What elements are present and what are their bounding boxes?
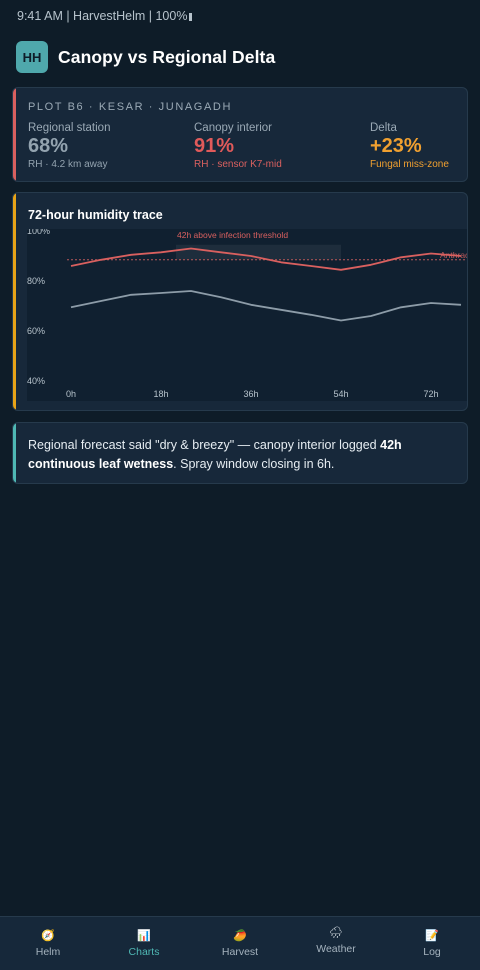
app-logo: HH (16, 41, 48, 73)
tab-helm[interactable]: 🧭 Helm (0, 917, 96, 970)
regional-sub: RH · 4.2 km away (28, 159, 108, 170)
regional-stat: Regional station 68% RH · 4.2 km away (28, 122, 110, 170)
x-tick-label: 36h (243, 389, 258, 399)
forecast-note-card: Regional forecast said "dry & breezy" — … (12, 422, 468, 484)
delta-label: Delta (370, 122, 397, 134)
canopy-stat: Canopy interior 91% RH · sensor K7-mid (194, 122, 282, 170)
tab-label: Charts (128, 945, 160, 958)
tab-charts[interactable]: 📊 Charts (96, 917, 192, 970)
threshold-highlight-band (176, 244, 341, 260)
canopy-sub: RH · sensor K7-mid (194, 159, 282, 170)
x-tick-label: 72h (423, 389, 438, 399)
y-tick-label: 80% (27, 276, 45, 286)
canopy-value: 91% (194, 135, 235, 157)
compass-icon: 🧭 (41, 929, 55, 942)
tab-label: Helm (35, 945, 61, 958)
y-tick-label: 40% (27, 376, 45, 386)
status-bar: 9:41 AM | HarvestHelm | 100% (17, 9, 193, 23)
plot-label: PLOT B6 · KESAR · JUNAGADH (28, 101, 232, 113)
highlight-annotation: 42h above infection threshold (177, 230, 288, 240)
delta-value: +23% (370, 135, 422, 157)
comparison-card: PLOT B6 · KESAR · JUNAGADH Regional stat… (12, 87, 468, 182)
rain-cloud-icon: 🌧 (329, 927, 343, 939)
delta-sub: Fungal miss-zone (370, 159, 449, 170)
page-title: Canopy vs Regional Delta (58, 46, 276, 67)
note-text-1: Regional forecast said "dry & breezy" — … (28, 438, 381, 452)
app-header: HH Canopy vs Regional Delta (16, 41, 275, 73)
battery-icon (189, 13, 193, 21)
card-accent-bar (13, 423, 16, 483)
tab-log[interactable]: 📝 Log (384, 917, 480, 970)
note-text-2: . Spray window closing in 6h. (173, 456, 335, 471)
humidity-chart-card: 72-hour humidity trace 42h above infecti… (12, 192, 468, 411)
tab-label: Log (423, 945, 441, 958)
forecast-note: Regional forecast said "dry & breezy" — … (28, 436, 453, 473)
canopy-humidity-line (70, 247, 462, 271)
tab-harvest[interactable]: 🥭 Harvest (192, 917, 288, 970)
tab-label: Weather (316, 943, 356, 955)
tab-weather[interactable]: 🌧 Weather (288, 917, 384, 970)
tab-label: Harvest (221, 945, 259, 958)
status-text: 9:41 AM | HarvestHelm | 100% (17, 9, 188, 23)
chart-plot-area (27, 229, 467, 401)
regional-label: Regional station (28, 122, 111, 134)
card-accent-bar (13, 193, 16, 410)
memo-icon: 📝 (425, 929, 439, 942)
bottom-tab-bar: 🧭 Helm 📊 Charts 🥭 Harvest 🌧 Weather 📝 Lo… (0, 916, 480, 970)
chart-title: 72-hour humidity trace (28, 208, 163, 222)
delta-stat: Delta +23% Fungal miss-zone (370, 122, 449, 170)
regional-value: 68% (28, 135, 69, 157)
card-accent-bar (13, 88, 16, 181)
mango-icon: 🥭 (233, 929, 247, 942)
x-tick-label: 54h (333, 389, 348, 399)
x-tick-label: 0h (66, 389, 76, 399)
y-tick-label: 100% (27, 229, 50, 236)
humidity-line-chart: 42h above infection threshold 100% 80% 60%… (27, 229, 467, 401)
x-tick-label: 18h (153, 389, 168, 399)
note-bold: 42h continuous leaf wetness (28, 438, 402, 471)
y-tick-label: 60% (27, 326, 45, 336)
canopy-label: Canopy interior (194, 122, 272, 134)
regional-humidity-line (70, 290, 462, 322)
bar-chart-icon: 📊 (137, 929, 151, 942)
